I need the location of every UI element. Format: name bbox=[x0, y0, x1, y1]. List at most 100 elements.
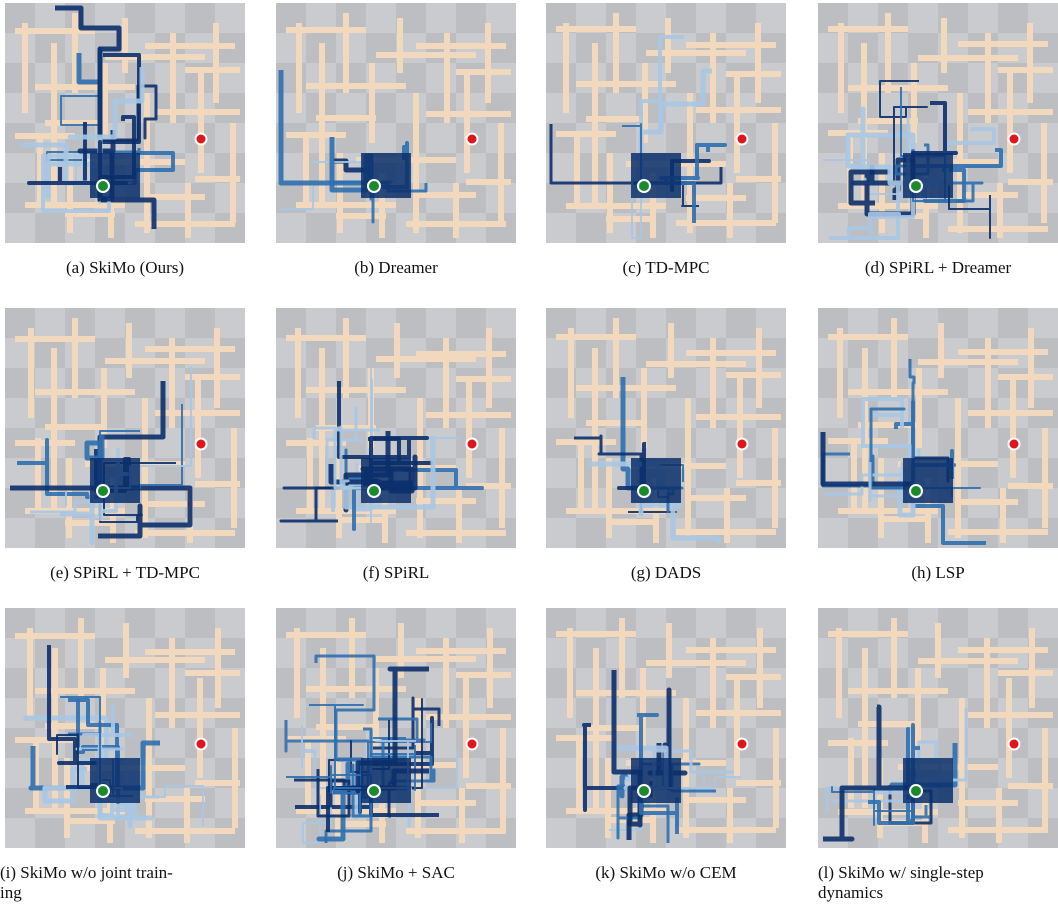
maze-wall bbox=[15, 28, 95, 34]
maze-wall bbox=[1042, 728, 1048, 828]
maze-wall bbox=[35, 438, 41, 508]
maze-wall bbox=[891, 318, 897, 398]
start-dot bbox=[909, 484, 923, 498]
maze-image bbox=[276, 608, 516, 848]
start-dot bbox=[367, 484, 381, 498]
maze-image bbox=[818, 308, 1058, 548]
maze-wall bbox=[231, 428, 237, 528]
maze-wall bbox=[319, 43, 325, 203]
maze-wall bbox=[416, 43, 506, 49]
maze-wall bbox=[755, 23, 761, 103]
maze-wall bbox=[885, 13, 891, 93]
maze-wall bbox=[858, 118, 918, 124]
maze-wall bbox=[1008, 483, 1053, 489]
maze-wall bbox=[828, 334, 908, 340]
floor-tile bbox=[306, 213, 336, 243]
floor-tile bbox=[125, 428, 155, 458]
maze-wall bbox=[230, 123, 236, 223]
maze-map bbox=[546, 608, 786, 848]
maze-wall bbox=[556, 439, 616, 445]
floor-tile bbox=[426, 213, 456, 243]
floor-tile bbox=[155, 213, 185, 243]
panel-caption: (b) Dreamer bbox=[354, 258, 438, 277]
maze-wall bbox=[736, 780, 781, 786]
maze-wall bbox=[416, 498, 476, 504]
maze-wall bbox=[686, 797, 746, 803]
maze-wall bbox=[35, 84, 135, 90]
floor-tile bbox=[155, 758, 185, 788]
floor-tile bbox=[366, 338, 396, 368]
maze-image bbox=[276, 3, 516, 243]
trajectory-cluster bbox=[90, 153, 140, 198]
trajectory bbox=[879, 80, 928, 184]
maze-wall bbox=[756, 328, 762, 408]
maze-image bbox=[818, 608, 1058, 848]
trajectory bbox=[278, 70, 371, 186]
maze-wall bbox=[613, 13, 619, 93]
goal-dot bbox=[1007, 437, 1021, 451]
maze-wall bbox=[619, 618, 625, 698]
start-dot bbox=[909, 179, 923, 193]
maze-wall bbox=[72, 318, 78, 398]
maze-wall bbox=[35, 389, 135, 395]
trajectory-cluster bbox=[903, 153, 953, 198]
start-dot bbox=[367, 179, 381, 193]
maze-wall bbox=[828, 631, 908, 637]
maze-wall bbox=[757, 628, 763, 708]
maze-wall bbox=[556, 334, 636, 340]
maze-wall bbox=[416, 351, 506, 357]
maze-wall bbox=[1007, 73, 1013, 173]
maze-image bbox=[546, 608, 786, 848]
maze-wall bbox=[466, 483, 511, 489]
floor-tile bbox=[185, 608, 215, 638]
maze-wall bbox=[376, 52, 476, 58]
maze-wall bbox=[135, 221, 235, 227]
maze-wall bbox=[606, 519, 656, 525]
maze-wall bbox=[296, 808, 396, 814]
floor-tile bbox=[546, 728, 576, 758]
maze-wall bbox=[198, 73, 204, 173]
maze-wall bbox=[576, 81, 676, 87]
floor-tile bbox=[606, 728, 636, 758]
maze-wall bbox=[184, 788, 190, 843]
maze-wall bbox=[836, 628, 842, 718]
maze-wall bbox=[576, 385, 676, 391]
trajectory bbox=[848, 169, 916, 217]
panel-caption: (g) DADS bbox=[630, 563, 702, 582]
maze-map bbox=[818, 3, 1058, 243]
maze-wall bbox=[466, 179, 511, 185]
floor-tile bbox=[5, 63, 35, 93]
trajectory bbox=[55, 5, 122, 183]
maze-wall bbox=[64, 758, 70, 838]
maze-wall bbox=[105, 358, 205, 364]
maze-wall bbox=[464, 73, 470, 173]
maze-wall bbox=[646, 361, 746, 367]
floor-tile bbox=[185, 3, 215, 33]
maze-image bbox=[5, 308, 245, 548]
maze-wall bbox=[78, 618, 84, 698]
maze-wall bbox=[724, 488, 730, 543]
trajectory bbox=[908, 359, 916, 488]
maze-wall bbox=[487, 628, 493, 708]
floor-tile bbox=[125, 608, 155, 638]
trajectory-cluster bbox=[903, 758, 953, 803]
maze-wall bbox=[453, 183, 459, 238]
maze-wall bbox=[1000, 488, 1006, 543]
maze-wall bbox=[998, 374, 1053, 380]
maze-wall bbox=[336, 458, 342, 538]
maze-wall bbox=[22, 23, 28, 113]
floor-tile bbox=[426, 93, 456, 123]
floor-tile bbox=[95, 638, 125, 668]
maze-wall bbox=[195, 378, 201, 478]
maze-wall bbox=[1008, 179, 1053, 185]
maze-wall bbox=[15, 737, 75, 743]
maze-map bbox=[546, 3, 786, 243]
maze-wall bbox=[1042, 428, 1048, 528]
floor-tile bbox=[35, 818, 65, 848]
maze-wall bbox=[28, 328, 34, 418]
maze-wall bbox=[710, 638, 716, 728]
maze-wall bbox=[958, 647, 1048, 653]
trajectory-cluster bbox=[631, 758, 681, 803]
maze-wall bbox=[336, 821, 386, 827]
maze-wall bbox=[426, 714, 511, 720]
